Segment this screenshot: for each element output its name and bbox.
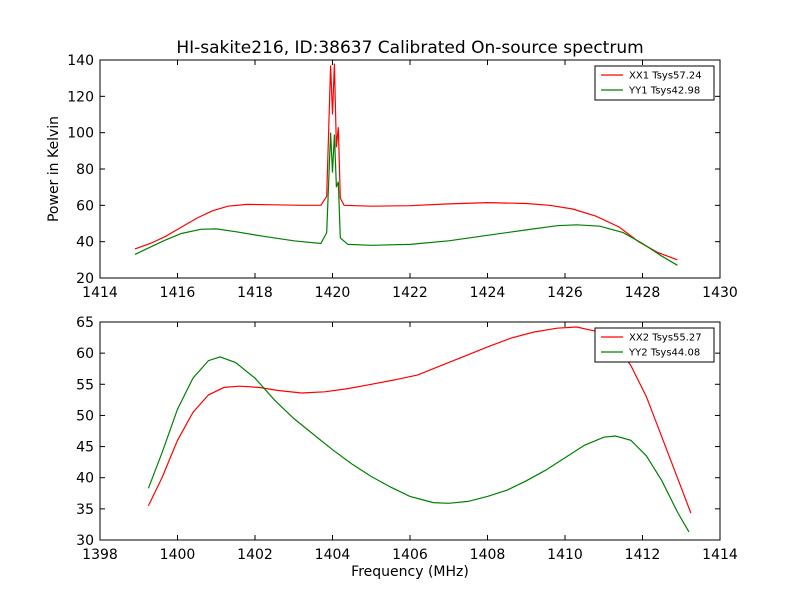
y-tick-label: 20 bbox=[76, 271, 94, 287]
x-tick-label: 1416 bbox=[160, 285, 196, 301]
y-tick-label: 55 bbox=[76, 377, 94, 393]
legend-entry: YY1 Tsys42.98 bbox=[628, 86, 700, 97]
legend-entry: XX2 Tsys55.27 bbox=[629, 333, 702, 344]
x-tick-label: 1400 bbox=[160, 547, 196, 563]
x-tick-label: 1412 bbox=[625, 547, 661, 563]
x-axis-label: Frequency (MHz) bbox=[351, 564, 469, 580]
legend: XX1 Tsys57.24 YY1 Tsys42.98 bbox=[594, 65, 715, 101]
y-tick-label: 35 bbox=[76, 502, 94, 518]
x-tick-label: 1424 bbox=[470, 285, 506, 301]
y-axis-label: Power in Kelvin bbox=[46, 116, 62, 222]
x-tick-label: 1414 bbox=[702, 547, 738, 563]
y-tick-label: 140 bbox=[67, 53, 94, 69]
x-tick-label: 1406 bbox=[392, 547, 428, 563]
y-tick-label: 100 bbox=[67, 126, 94, 142]
x-tick-label: 1402 bbox=[237, 547, 273, 563]
legend: XX2 Tsys55.27 YY2 Tsys44.08 bbox=[594, 327, 715, 363]
bottom-plot: 1398 1400 1402 1404 1406 1408 1410 1412 1414 30 35… bbox=[76, 315, 738, 563]
x-tick-label: 1410 bbox=[547, 547, 583, 563]
x-tick-label: 1422 bbox=[392, 285, 428, 301]
x-tick-label: 1426 bbox=[547, 285, 583, 301]
y-tick-label: 50 bbox=[76, 408, 94, 424]
legend-box bbox=[594, 327, 715, 363]
x-tick-label: 1430 bbox=[702, 285, 738, 301]
chart-title: HI-sakite216, ID:38637 Calibrated On-sou… bbox=[176, 38, 643, 58]
legend-entry: YY2 Tsys44.08 bbox=[628, 348, 700, 359]
x-tick-label: 1408 bbox=[470, 547, 506, 563]
top-plot: 1414 1416 1418 1420 1422 1424 1426 1428 1430 20 40… bbox=[67, 53, 738, 301]
series-line-yy2 bbox=[147, 356, 690, 533]
y-tick-label: 65 bbox=[76, 315, 94, 331]
legend-entry: XX1 Tsys57.24 bbox=[629, 71, 702, 82]
y-tick-label: 80 bbox=[76, 162, 94, 178]
x-tick-label: 1414 bbox=[82, 285, 118, 301]
x-tick-label: 1418 bbox=[237, 285, 273, 301]
y-tick-label: 45 bbox=[76, 440, 94, 456]
legend-box bbox=[594, 65, 715, 101]
y-tick-label: 60 bbox=[76, 198, 94, 214]
y-tick-label: 40 bbox=[76, 471, 94, 487]
y-tick-label: 30 bbox=[76, 533, 94, 549]
x-tick-label: 1404 bbox=[315, 547, 351, 563]
y-tick-label: 40 bbox=[76, 235, 94, 251]
x-tick-label: 1398 bbox=[82, 547, 118, 563]
y-tick-label: 120 bbox=[67, 89, 94, 105]
y-tick-label: 60 bbox=[76, 346, 94, 362]
series-line-yy1 bbox=[134, 132, 678, 266]
x-tick-label: 1420 bbox=[315, 285, 351, 301]
x-tick-label: 1428 bbox=[625, 285, 661, 301]
series-line-xx1 bbox=[134, 63, 678, 261]
